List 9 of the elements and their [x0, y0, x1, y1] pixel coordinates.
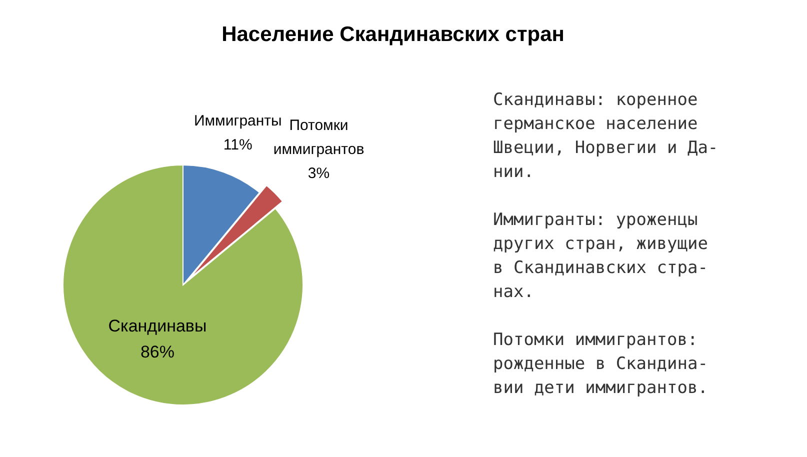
- text: Потомки иммигрантов: рожденные в Скандина- вии дети иммигрантов.: [493, 330, 708, 398]
- data-label: 3%: [308, 165, 330, 182]
- text: Иммигранты: уроженцы других стран, живущие в Скандинавских стра- нах.: [493, 210, 708, 302]
- slice-label: Скандинавы: [108, 316, 207, 336]
- slice-label: Иммигранты: [194, 112, 282, 130]
- data-label: 11%: [223, 136, 252, 154]
- chart-title: Население Скандинавских стран: [222, 23, 564, 46]
- data-label: 86%: [140, 342, 174, 362]
- text: Скандинавы: коренное германское население Швеции, Норвегии и Да- нии.: [493, 90, 718, 182]
